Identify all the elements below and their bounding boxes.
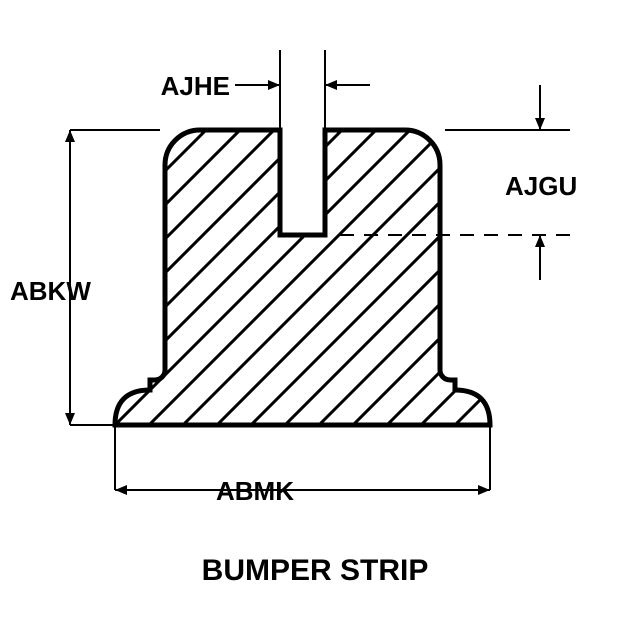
label-abkw: ABKW [10, 276, 91, 306]
label-abmk: ABMK [216, 476, 294, 506]
dimension-arrows [65, 80, 545, 495]
label-ajhe: AJHE [161, 71, 230, 101]
diagram-title: BUMPER STRIP [202, 554, 429, 587]
label-ajgu: AJGU [505, 171, 577, 201]
cross-hatch [0, 0, 630, 630]
